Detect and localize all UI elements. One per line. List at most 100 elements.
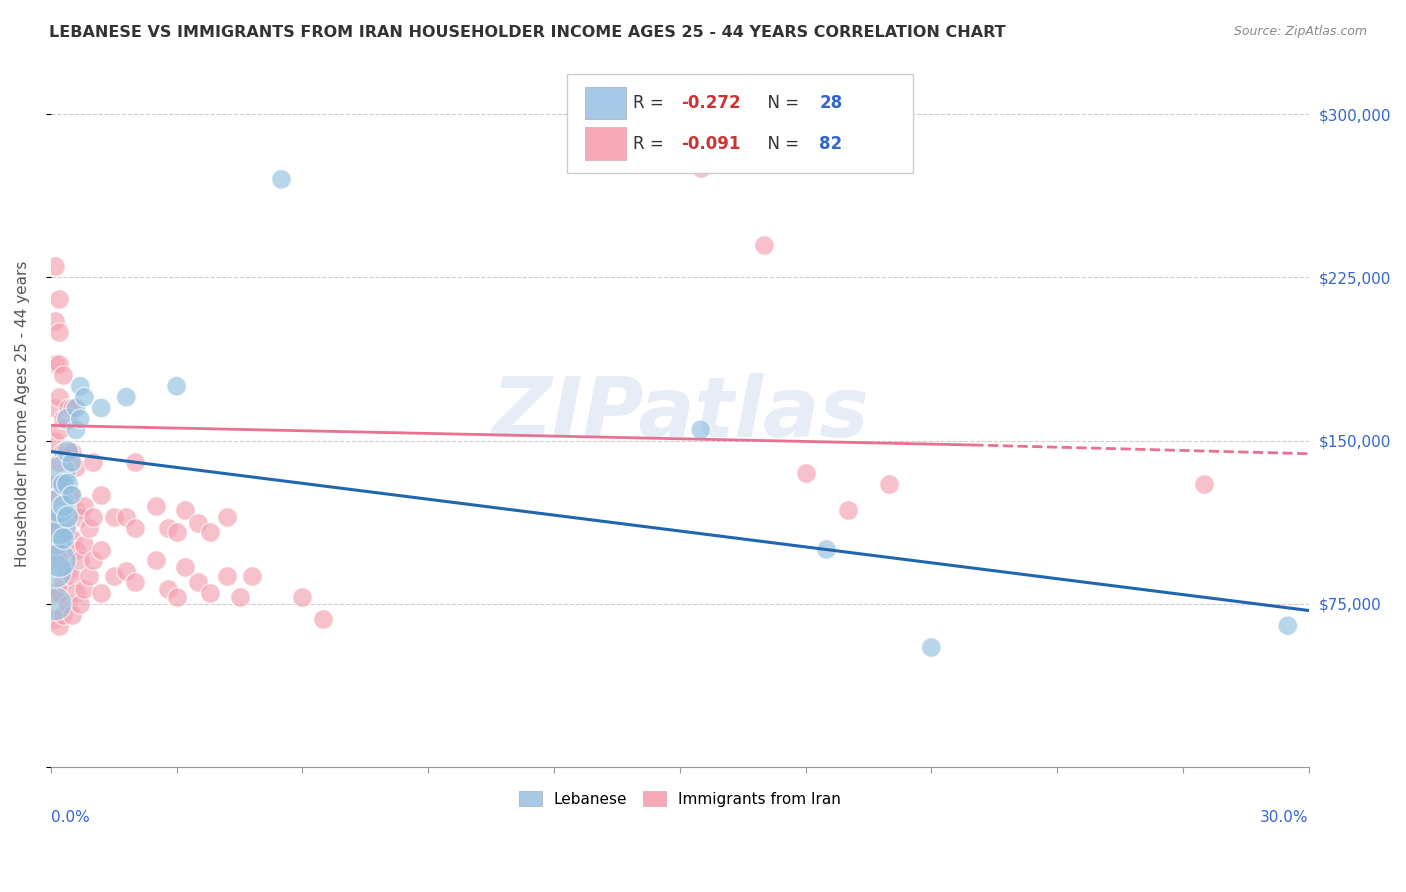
Point — [82, 455, 104, 469]
Point — [60, 607, 83, 622]
FancyBboxPatch shape — [567, 74, 912, 173]
Point — [82, 509, 104, 524]
Point — [82, 553, 104, 567]
Point — [44, 612, 66, 626]
Point — [48, 499, 70, 513]
Point — [270, 172, 292, 186]
Point — [157, 521, 180, 535]
FancyBboxPatch shape — [585, 87, 626, 120]
Point — [65, 423, 87, 437]
Point — [69, 597, 91, 611]
Point — [198, 586, 221, 600]
Point — [52, 412, 75, 426]
Point — [56, 597, 79, 611]
Point — [56, 412, 79, 426]
Point — [115, 564, 138, 578]
Point — [689, 161, 711, 176]
Point — [166, 525, 188, 540]
Point — [90, 542, 112, 557]
Point — [52, 477, 75, 491]
Point — [52, 509, 75, 524]
Point — [60, 532, 83, 546]
Point — [44, 434, 66, 448]
Point — [52, 444, 75, 458]
Point — [52, 368, 75, 383]
Point — [48, 618, 70, 632]
Point — [48, 390, 70, 404]
Text: R =: R = — [633, 94, 669, 112]
Point — [52, 477, 75, 491]
Point — [69, 509, 91, 524]
Point — [689, 423, 711, 437]
Point — [56, 525, 79, 540]
Point — [56, 564, 79, 578]
Text: ZIPatlas: ZIPatlas — [491, 373, 869, 454]
Point — [174, 503, 197, 517]
Text: -0.272: -0.272 — [681, 94, 741, 112]
Point — [187, 575, 209, 590]
Point — [44, 358, 66, 372]
Point — [166, 591, 188, 605]
Point — [198, 525, 221, 540]
Point — [312, 612, 335, 626]
Point — [44, 509, 66, 524]
Text: Source: ZipAtlas.com: Source: ZipAtlas.com — [1233, 25, 1367, 38]
Point — [73, 538, 96, 552]
Text: 82: 82 — [820, 135, 842, 153]
Point — [56, 401, 79, 415]
Point — [56, 444, 79, 458]
Point — [73, 582, 96, 596]
Point — [77, 521, 100, 535]
Text: R =: R = — [633, 135, 669, 153]
Point — [60, 488, 83, 502]
Point — [52, 542, 75, 557]
Point — [56, 477, 79, 491]
Text: 0.0%: 0.0% — [51, 810, 90, 825]
Text: 28: 28 — [820, 94, 842, 112]
Point — [44, 542, 66, 557]
Point — [215, 509, 238, 524]
Point — [44, 260, 66, 274]
Point — [48, 553, 70, 567]
Point — [920, 640, 942, 655]
Point — [48, 358, 70, 372]
Y-axis label: Householder Income Ages 25 - 44 years: Householder Income Ages 25 - 44 years — [15, 260, 30, 566]
Point — [90, 586, 112, 600]
FancyBboxPatch shape — [585, 128, 626, 160]
Point — [1192, 477, 1215, 491]
Point — [56, 444, 79, 458]
Point — [228, 591, 250, 605]
Point — [837, 503, 859, 517]
Point — [60, 568, 83, 582]
Point — [44, 477, 66, 491]
Point — [240, 568, 263, 582]
Point — [44, 532, 66, 546]
Point — [69, 379, 91, 393]
Point — [166, 379, 188, 393]
Point — [65, 542, 87, 557]
Point — [69, 412, 91, 426]
Point — [145, 553, 167, 567]
Point — [103, 568, 125, 582]
Point — [291, 591, 314, 605]
Point — [44, 314, 66, 328]
Point — [73, 390, 96, 404]
Point — [52, 499, 75, 513]
Point — [815, 542, 838, 557]
Text: LEBANESE VS IMMIGRANTS FROM IRAN HOUSEHOLDER INCOME AGES 25 - 44 YEARS CORRELATI: LEBANESE VS IMMIGRANTS FROM IRAN HOUSEHO… — [49, 25, 1005, 40]
Legend: Lebanese, Immigrants from Iran: Lebanese, Immigrants from Iran — [513, 784, 846, 813]
Point — [60, 444, 83, 458]
Point — [879, 477, 901, 491]
Text: 30.0%: 30.0% — [1260, 810, 1309, 825]
Point — [215, 568, 238, 582]
Point — [90, 488, 112, 502]
Point — [65, 503, 87, 517]
Point — [794, 467, 817, 481]
Point — [145, 499, 167, 513]
Point — [44, 597, 66, 611]
Point — [69, 553, 91, 567]
Point — [124, 521, 146, 535]
Point — [48, 455, 70, 469]
Point — [174, 560, 197, 574]
Point — [157, 582, 180, 596]
